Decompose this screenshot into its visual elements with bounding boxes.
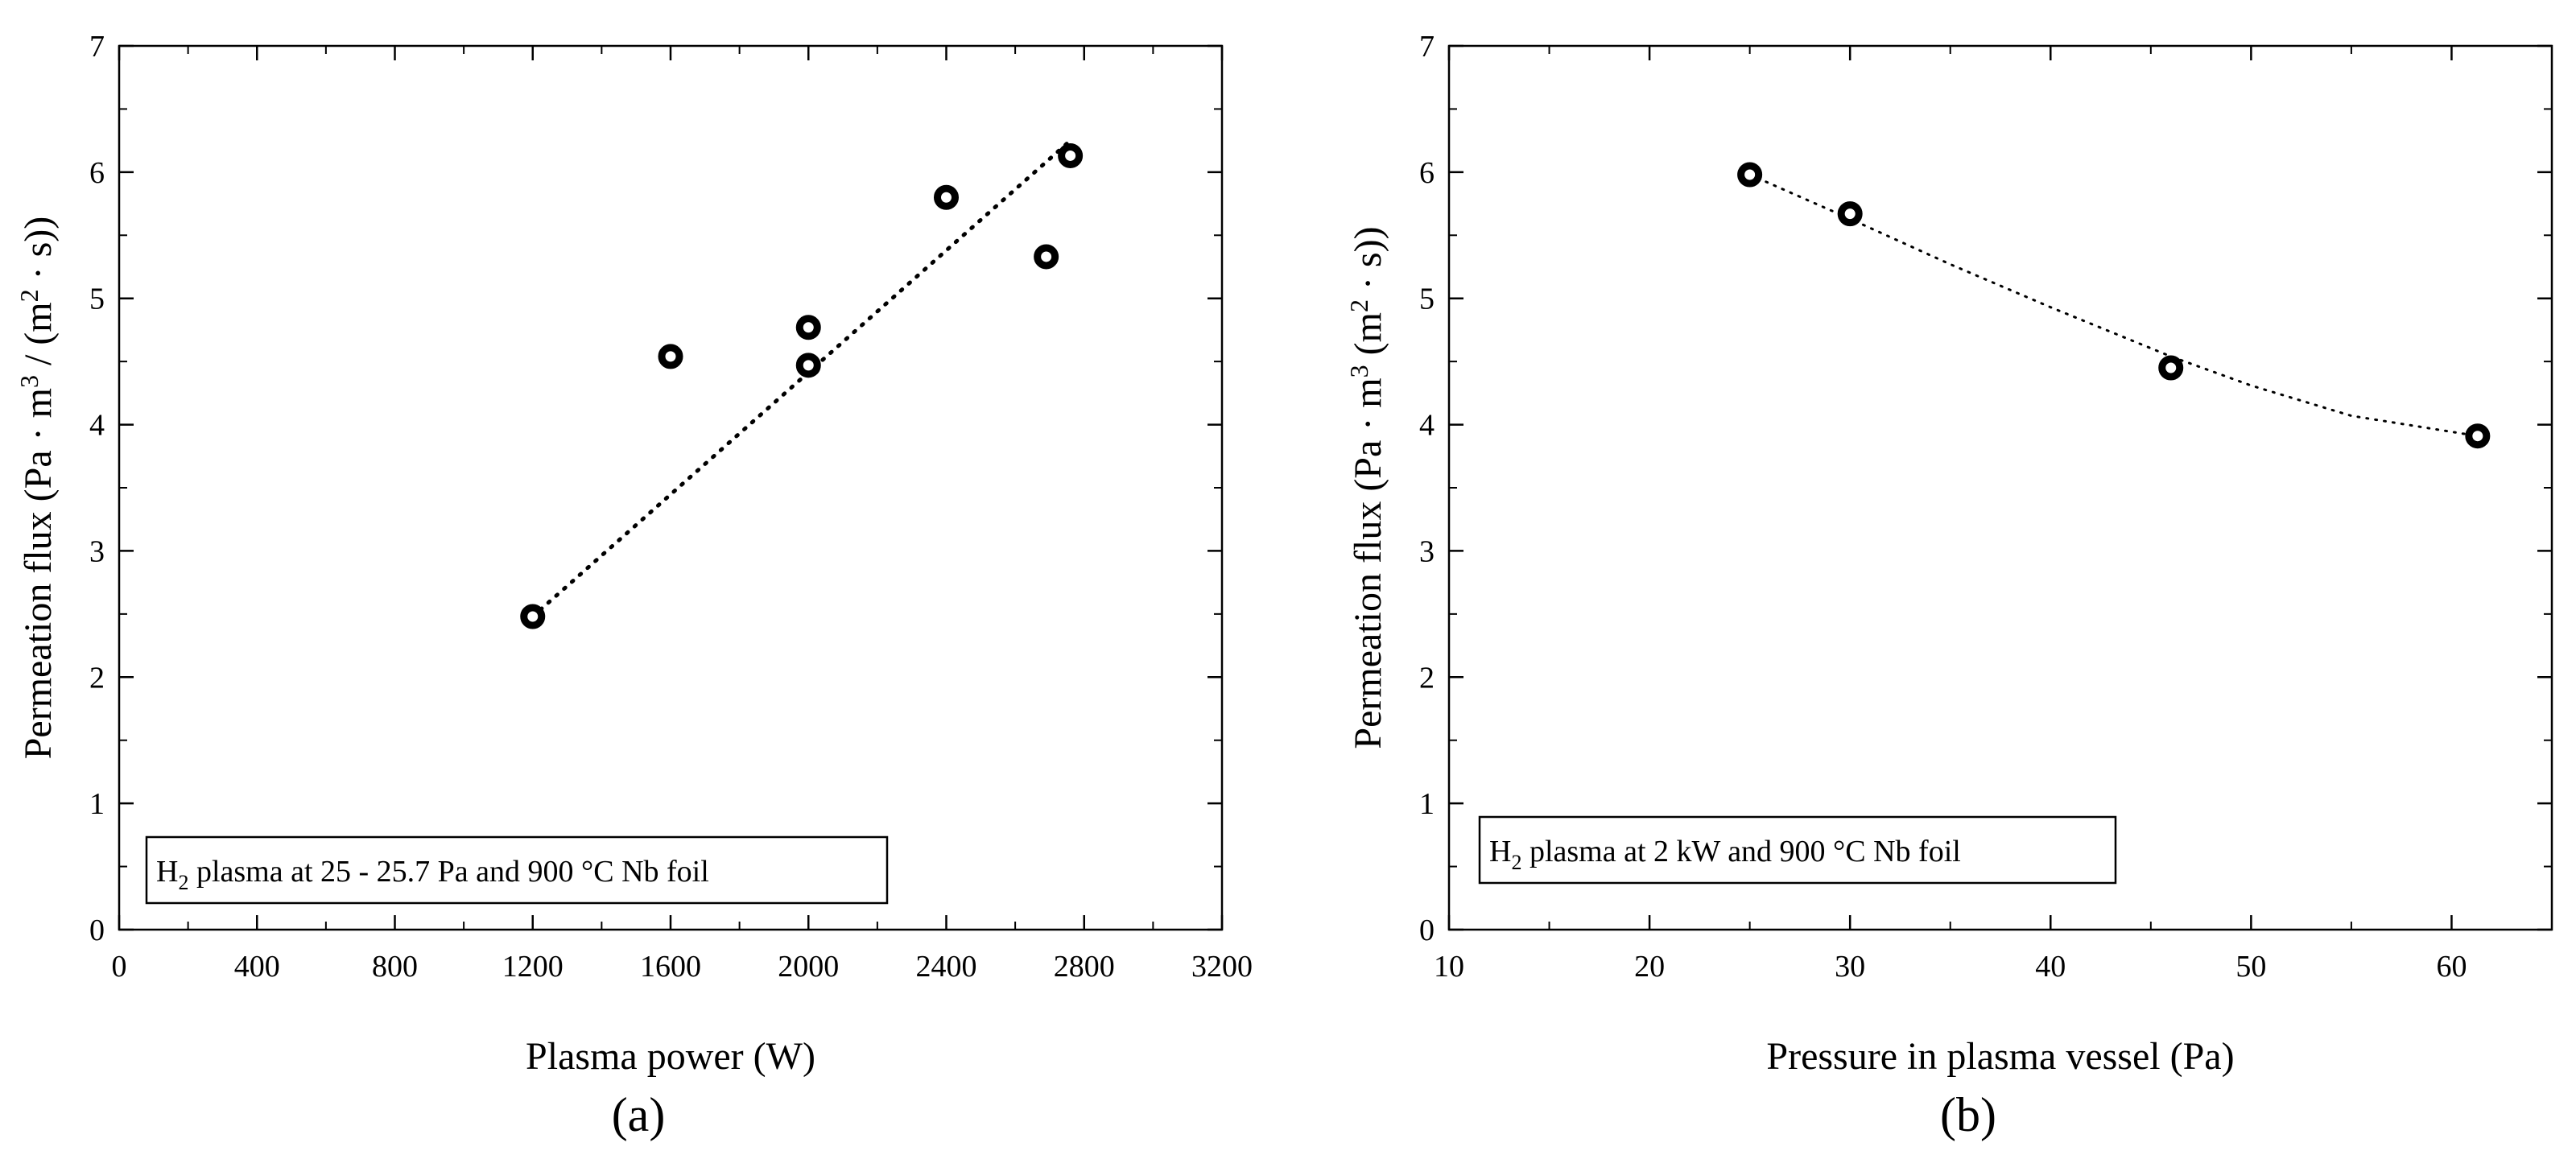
plot-frame bbox=[1447, 44, 2553, 931]
x-tick-label: 800 bbox=[372, 950, 418, 984]
y-tick-label: 0 bbox=[1419, 914, 1435, 947]
y-tick-label: 5 bbox=[89, 283, 105, 316]
data-point bbox=[2158, 355, 2184, 381]
x-tick-label: 60 bbox=[2436, 950, 2467, 984]
x-tick-label: 50 bbox=[2235, 950, 2266, 984]
panel-label: (a) bbox=[612, 1088, 666, 1141]
y-title-sup: 3 bbox=[1344, 365, 1373, 377]
y-title-pre: Permeation flux (Pa · m bbox=[17, 388, 60, 759]
annotation-sub: 2 bbox=[1511, 851, 1521, 874]
y-title-sup: 2 bbox=[14, 289, 43, 302]
panel-label: (b) bbox=[1940, 1088, 1996, 1141]
trendline bbox=[1748, 173, 2479, 438]
panel-a: 0 400 800 1200 1600 2000 2400 2800 3200 0 1 2 3 4 5 6 7 H… bbox=[14, 30, 1253, 1141]
x-tick-label: 1600 bbox=[640, 950, 701, 984]
y-title-sup: 3 bbox=[14, 375, 43, 388]
data-point bbox=[795, 353, 821, 378]
annotation-post: plasma at 25 - 25.7 Pa and 900 °C Nb foi… bbox=[188, 855, 708, 889]
data-point bbox=[658, 344, 683, 369]
y-title-sup: 2 bbox=[1344, 299, 1373, 312]
data-point bbox=[1034, 244, 1059, 270]
x-tick-label: 30 bbox=[1835, 950, 1865, 984]
y-tick-label: 1 bbox=[1419, 787, 1435, 821]
trendline bbox=[530, 138, 1073, 619]
x-tick-label: 0 bbox=[112, 950, 127, 984]
annotation-box bbox=[1478, 815, 2117, 885]
annotation-text: H2 plasma at 25 - 25.7 Pa and 900 °C Nb … bbox=[156, 855, 709, 894]
x-tick-label: 2800 bbox=[1054, 950, 1115, 984]
y-title-mid: (m bbox=[1347, 312, 1389, 365]
data-point bbox=[1058, 142, 1084, 168]
data-point bbox=[934, 184, 959, 210]
y-tick-label: 6 bbox=[89, 156, 105, 190]
data-point bbox=[1737, 162, 1763, 188]
y-tick-label: 4 bbox=[1419, 409, 1435, 443]
y-tick-label: 1 bbox=[89, 787, 105, 821]
y-tick-label: 0 bbox=[89, 914, 105, 947]
y-title-post: · s)) bbox=[17, 217, 60, 290]
x-tick-label: 2400 bbox=[916, 950, 977, 984]
x-tick-label: 10 bbox=[1434, 950, 1464, 984]
y-tick-label: 3 bbox=[1419, 534, 1435, 568]
annotation-pre: H bbox=[156, 855, 178, 889]
annotation-box bbox=[145, 835, 889, 905]
x-tick-label: 20 bbox=[1634, 950, 1665, 984]
y-title-post: · s)) bbox=[1347, 226, 1389, 299]
x-tick-label: 1200 bbox=[502, 950, 564, 984]
x-tick-label: 3200 bbox=[1191, 950, 1253, 984]
x-axis-title: Pressure in plasma vessel (Pa) bbox=[1766, 1035, 2234, 1078]
y-tick-label: 2 bbox=[1419, 661, 1435, 695]
y-tick-label: 4 bbox=[89, 409, 105, 443]
y-tick-label: 7 bbox=[1419, 30, 1435, 64]
annotation-pre: H bbox=[1489, 835, 1511, 868]
y-tick-label: 3 bbox=[89, 534, 105, 568]
data-point bbox=[520, 604, 546, 629]
y-axis-title: Permeation flux (Pa · m3 / (m2 · s)) bbox=[14, 217, 60, 760]
data-point bbox=[795, 315, 821, 340]
x-tick-label: 400 bbox=[234, 950, 280, 984]
y-tick-label: 2 bbox=[89, 661, 105, 695]
y-title-pre: Permeation flux (Pa · m bbox=[1347, 377, 1389, 749]
annotation-post: plasma at 2 kW and 900 °C Nb foil bbox=[1521, 835, 1960, 868]
y-title-mid: / (m bbox=[17, 302, 60, 375]
y-tick-label: 5 bbox=[1419, 283, 1435, 316]
data-point bbox=[1837, 201, 1863, 227]
plot-frame bbox=[118, 44, 1224, 931]
x-tick-label: 40 bbox=[2035, 950, 2066, 984]
x-tick-label: 2000 bbox=[778, 950, 839, 984]
data-point bbox=[2465, 423, 2491, 449]
y-axis-title: Permeation flux (Pa · m3 (m2 · s)) bbox=[1344, 226, 1389, 749]
x-axis-title: Plasma power (W) bbox=[526, 1035, 815, 1078]
y-tick-label: 7 bbox=[89, 30, 105, 64]
annotation-sub: 2 bbox=[178, 871, 188, 894]
annotation-text: H2 plasma at 2 kW and 900 °C Nb foil bbox=[1489, 835, 1961, 874]
y-tick-label: 6 bbox=[1419, 156, 1435, 190]
